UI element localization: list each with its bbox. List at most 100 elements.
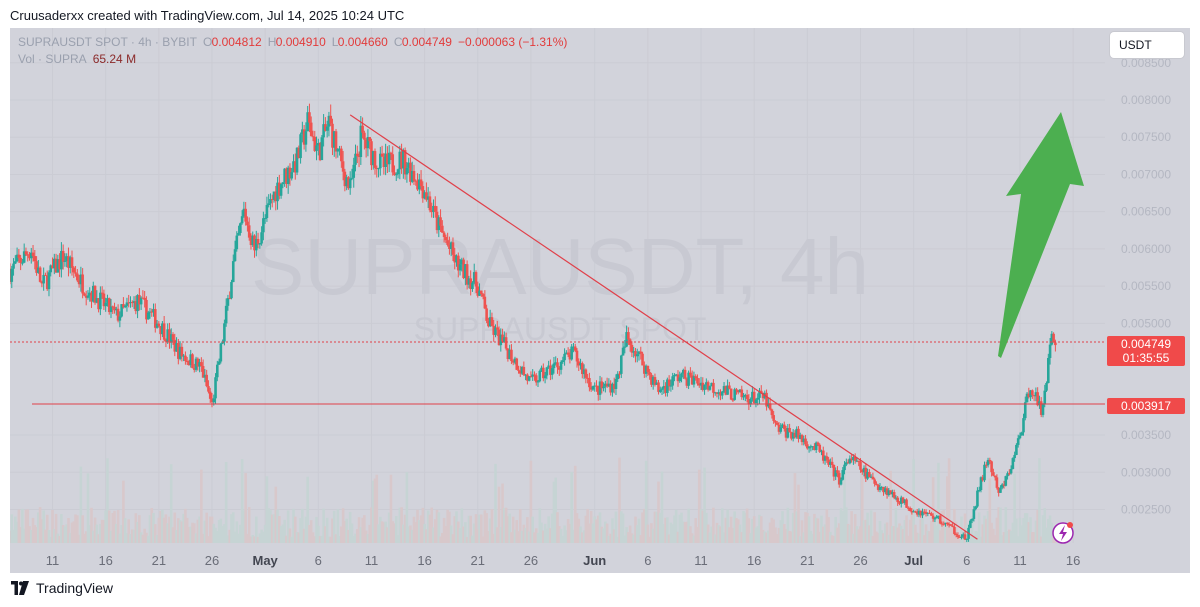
candle-body: [288, 167, 292, 179]
candle-body: [290, 172, 294, 179]
candle-body: [584, 369, 588, 378]
candle-body: [664, 386, 667, 393]
volume-bar: [97, 534, 100, 543]
volume-bar: [511, 516, 515, 543]
candle-body: [216, 364, 219, 378]
candle-body: [843, 464, 846, 471]
volume-bar: [233, 531, 237, 543]
candle-body: [249, 237, 253, 246]
volume-bar: [150, 508, 154, 543]
candle-body: [198, 362, 201, 367]
volume-bar: [136, 521, 139, 543]
volume-bar: [749, 533, 752, 543]
volume-bar: [772, 519, 775, 543]
candle-body: [384, 153, 387, 167]
price-axis[interactable]: 0.008500 0.008000 0.007500 0.007000 0.006500…: [1105, 28, 1190, 573]
volume-bar: [940, 510, 944, 543]
candle-body: [439, 217, 442, 226]
alert-flash-icon[interactable]: [1052, 522, 1074, 544]
volume-bar: [455, 511, 458, 543]
price-tick-label: 0.008500: [1121, 56, 1171, 70]
volume-bar: [589, 510, 593, 543]
volume-bar: [981, 524, 985, 543]
candle-body: [490, 317, 494, 326]
candle-body: [29, 252, 33, 259]
volume-bar: [630, 533, 634, 543]
volume-bar: [173, 512, 177, 543]
volume-bar: [876, 532, 880, 543]
volume-bar: [570, 471, 573, 543]
volume-bar: [825, 509, 829, 543]
volume-bar: [885, 522, 889, 543]
volume-bar: [554, 477, 558, 543]
volume-bar: [22, 528, 26, 543]
volume-bar: [611, 518, 614, 543]
volume-bar: [643, 508, 646, 543]
descending-trendline[interactable]: [349, 114, 978, 540]
volume-bar: [814, 517, 818, 543]
price-chart[interactable]: SUPRAUSDT, 4h SUPRAUSDT SPOT 0.0085000.0…: [10, 28, 1190, 573]
currency-button[interactable]: USDT: [1110, 32, 1184, 58]
candle-body: [180, 346, 184, 357]
candle-body: [772, 415, 775, 421]
candle-body: [510, 349, 513, 362]
volume-bar: [745, 508, 749, 543]
volume-bar: [405, 472, 409, 543]
volume-bar: [474, 514, 478, 543]
volume-label[interactable]: Vol · SUPRA: [18, 52, 87, 66]
candle-body: [138, 295, 141, 305]
candle-body: [118, 316, 122, 321]
volume-bar: [242, 510, 246, 543]
volume-bar: [527, 531, 531, 543]
candle-body: [961, 534, 965, 537]
candle-body: [871, 476, 875, 480]
volume-bar: [102, 519, 106, 543]
candle-body: [591, 386, 595, 390]
volume-bar: [552, 481, 556, 543]
volume-bar: [976, 531, 979, 543]
candle-body: [354, 153, 357, 165]
candle-body: [106, 298, 109, 303]
candle-body: [919, 510, 923, 516]
volume-bar: [33, 525, 37, 543]
volume-bar: [1016, 536, 1020, 543]
candle-body: [152, 309, 155, 313]
volume-bar: [221, 525, 224, 543]
volume-bar: [986, 510, 990, 543]
volume-bar: [373, 478, 377, 543]
up-arrow-icon[interactable]: [998, 112, 1084, 358]
candle-body: [295, 147, 299, 173]
candle-body: [798, 435, 802, 439]
candle-body: [605, 383, 609, 387]
volume-bar: [632, 534, 635, 543]
volume-bar: [84, 531, 88, 543]
volume-bar: [503, 508, 506, 543]
candle-body: [917, 510, 921, 515]
candle-body: [928, 512, 931, 514]
volume-bar: [386, 527, 389, 543]
candle-body: [720, 391, 724, 396]
candle-body: [503, 337, 506, 342]
candle-body: [673, 375, 676, 377]
volume-bar: [123, 518, 127, 543]
candle-body: [442, 232, 446, 238]
volume-bar: [811, 533, 814, 543]
candle-body: [827, 459, 830, 465]
tradingview-brand[interactable]: TradingView: [10, 580, 113, 596]
volume-bar: [145, 532, 148, 543]
candle-body: [506, 348, 510, 360]
candle-body: [210, 398, 214, 403]
candle-body: [963, 534, 967, 540]
candle-body: [107, 298, 111, 313]
candle-body: [561, 360, 565, 362]
volume-bar: [412, 516, 416, 543]
candle-body: [522, 366, 526, 375]
time-axis[interactable]: 11 16 21 26 May 6 11 16 21 26 Jun 6 11 16 21 26 Jul 6 11 16: [10, 543, 1190, 573]
candle-body: [45, 275, 49, 290]
symbol-title[interactable]: SUPRAUSDT SPOT · 4h · BYBIT: [18, 35, 197, 49]
candle-body: [745, 394, 749, 399]
candle-body: [458, 264, 462, 271]
chart-area[interactable]: SUPRAUSDT, 4h SUPRAUSDT SPOT 0.008500 0.0…: [10, 28, 1190, 573]
candle-body: [84, 295, 88, 298]
volume-bar: [1011, 522, 1015, 543]
